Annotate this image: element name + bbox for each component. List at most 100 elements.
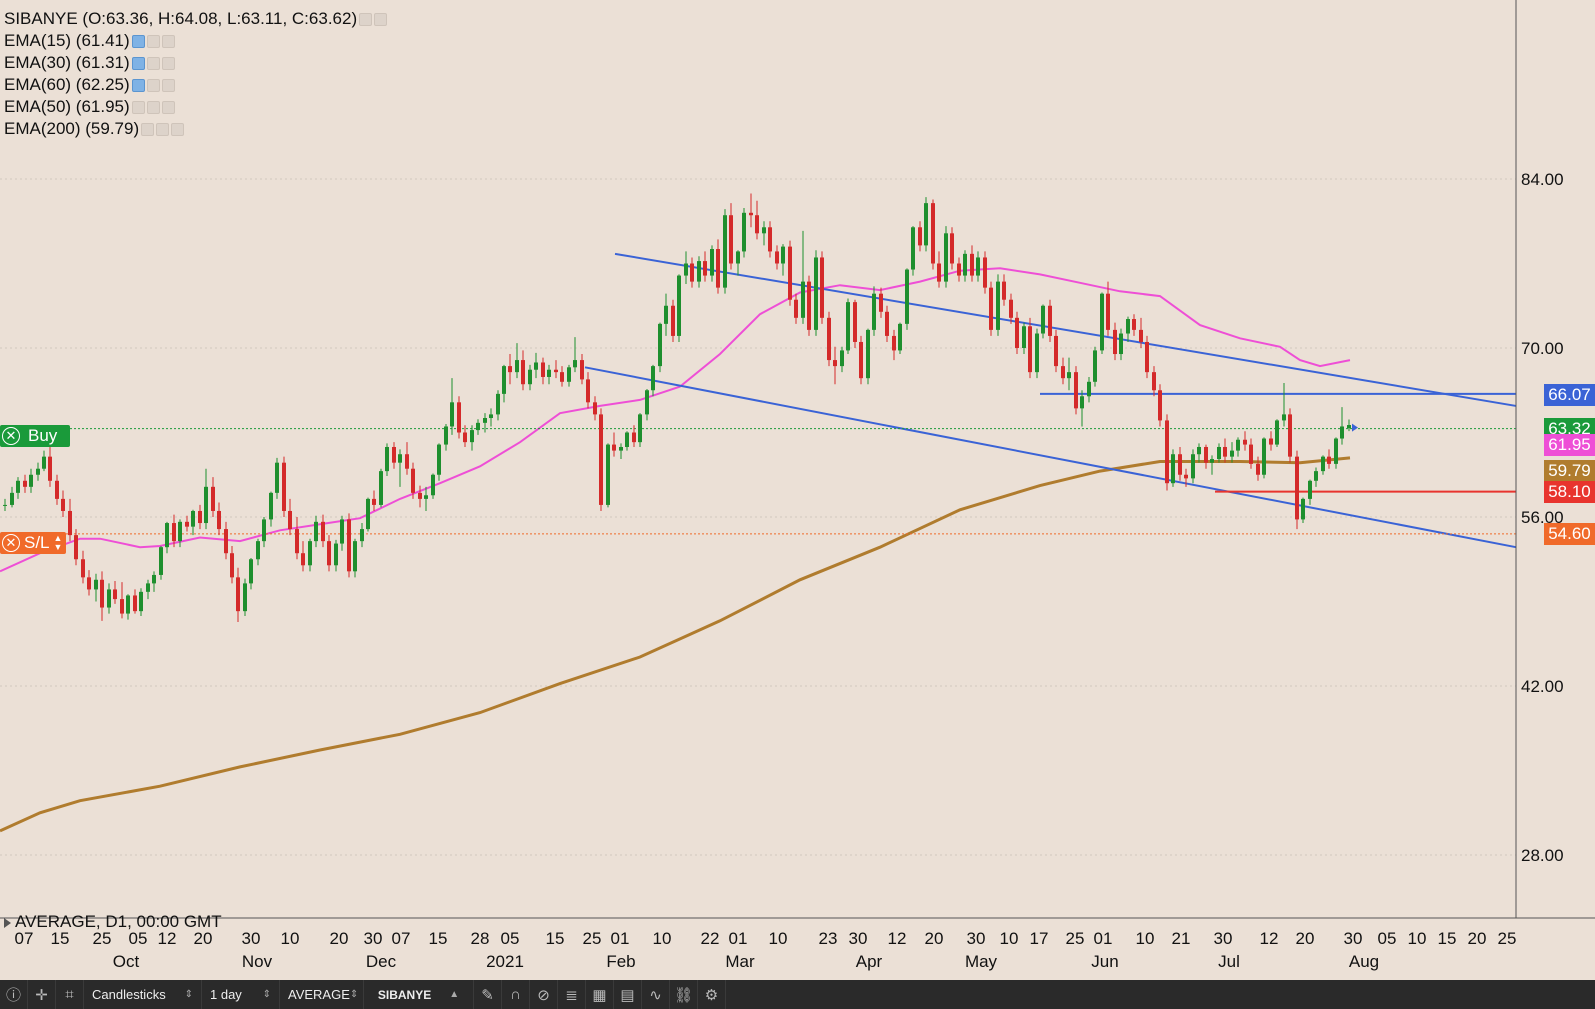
legend-ema15: EMA(15) (61.41) [4, 30, 387, 52]
info-icon[interactable]: ⓘ [0, 980, 28, 1009]
candle-body [1217, 446, 1221, 460]
candle-body [1067, 372, 1071, 379]
candle-body [1191, 454, 1195, 479]
candle [1295, 450, 1299, 530]
eye-icon[interactable] [131, 78, 145, 92]
close-icon[interactable] [161, 56, 175, 70]
candle-body [16, 480, 20, 493]
x-tick-label: 01 [611, 929, 630, 948]
drag-arrows-icon[interactable]: ▲ ▼ [53, 533, 63, 552]
close-icon[interactable] [161, 100, 175, 114]
candle-body [898, 323, 902, 351]
expand-triangle-icon[interactable] [4, 917, 11, 928]
candle-body [840, 350, 844, 367]
candle [684, 251, 688, 285]
candle [1158, 384, 1162, 427]
chart-type-select[interactable]: Candlesticks ⇕ [84, 980, 202, 1009]
crosshair-icon[interactable]: ✛ [28, 980, 56, 1009]
candle-body [521, 360, 525, 385]
eye-icon[interactable] [141, 122, 155, 136]
settings-icon[interactable] [146, 56, 160, 70]
candle-body [1295, 456, 1299, 520]
magnet-icon[interactable]: ∩ [502, 980, 530, 1009]
price-label-box: 66.07 [1544, 384, 1595, 407]
close-icon[interactable] [171, 122, 185, 136]
candle-body [645, 390, 649, 415]
price-label-box: 58.10 [1544, 480, 1595, 503]
candle [347, 513, 351, 578]
close-icon[interactable]: ✕ [2, 534, 20, 552]
stop-loss-button[interactable]: ✕ S/L ▲ ▼ [0, 532, 66, 554]
candle-body [463, 432, 467, 443]
chevron-updown-icon: ⇕ [262, 989, 271, 1000]
settings-icon[interactable] [146, 34, 160, 48]
interval-select[interactable]: 1 day ⇕ [202, 980, 280, 1009]
candle [716, 239, 720, 294]
x-tick-label: 15 [1438, 929, 1457, 948]
candle-body [29, 474, 33, 487]
candle [107, 583, 111, 614]
indicators-icon[interactable]: ≣ [558, 980, 586, 1009]
candle-body [113, 589, 117, 600]
x-tick-label: 07 [15, 929, 34, 948]
candle-body [502, 366, 506, 394]
link-icon[interactable]: ⛓ [670, 980, 698, 1009]
x-tick-label: 30 [1344, 929, 1363, 948]
candle [437, 443, 441, 481]
settings-icon[interactable] [146, 78, 160, 92]
candle [385, 443, 389, 476]
candle-body [918, 227, 922, 246]
close-icon[interactable] [161, 78, 175, 92]
symbol-select[interactable]: SIBANYE ▲ [364, 980, 474, 1009]
candle-body [632, 432, 636, 443]
candle [230, 545, 234, 584]
x-tick-label: 20 [925, 929, 944, 948]
settings-icon[interactable] [146, 100, 160, 114]
candle-body [411, 468, 415, 493]
eye-icon[interactable] [131, 56, 145, 70]
legend-settings-icon[interactable] [374, 12, 388, 26]
candle [450, 378, 454, 435]
candle [1139, 317, 1143, 348]
candle [1288, 408, 1292, 463]
gear-icon[interactable]: ⚙ [698, 980, 726, 1009]
candle-body [905, 269, 909, 324]
candle [1067, 357, 1071, 391]
layout-icon[interactable]: ▦ [586, 980, 614, 1009]
candle [36, 462, 40, 481]
candle [327, 535, 331, 572]
close-icon[interactable]: ✕ [2, 427, 20, 445]
x-tick-label: 25 [1498, 929, 1517, 948]
trend-icon[interactable]: ∿ [642, 980, 670, 1009]
legend-toggle-icon[interactable] [359, 12, 373, 26]
candle [1301, 497, 1305, 524]
candle [567, 364, 571, 387]
close-icon[interactable] [161, 34, 175, 48]
eye-icon[interactable] [131, 34, 145, 48]
price-type-select[interactable]: AVERAGE ⇕ [280, 980, 364, 1009]
buy-order-button[interactable]: ✕ Buy [0, 425, 70, 447]
last-price-marker [1352, 423, 1358, 432]
candle [788, 240, 792, 306]
pencil-icon[interactable]: ✎ [474, 980, 502, 1009]
crop-icon[interactable]: ⌗ [56, 980, 84, 1009]
candle-body [1028, 326, 1032, 373]
candle [1171, 449, 1175, 487]
hide-icon[interactable]: ⊘ [530, 980, 558, 1009]
templates-icon[interactable]: ▤ [614, 980, 642, 1009]
eye-icon[interactable] [131, 100, 145, 114]
candle-body [366, 498, 370, 530]
candle [217, 502, 221, 536]
candle-body [885, 311, 889, 336]
candle-body [658, 323, 662, 367]
candle [1223, 438, 1227, 463]
x-tick-label: 12 [1260, 929, 1279, 948]
candle-body [677, 275, 681, 336]
candle [885, 305, 889, 342]
settings-icon[interactable] [156, 122, 170, 136]
candle [301, 541, 305, 572]
candle [1100, 292, 1104, 355]
candle-body [489, 414, 493, 419]
candle [1022, 322, 1026, 355]
